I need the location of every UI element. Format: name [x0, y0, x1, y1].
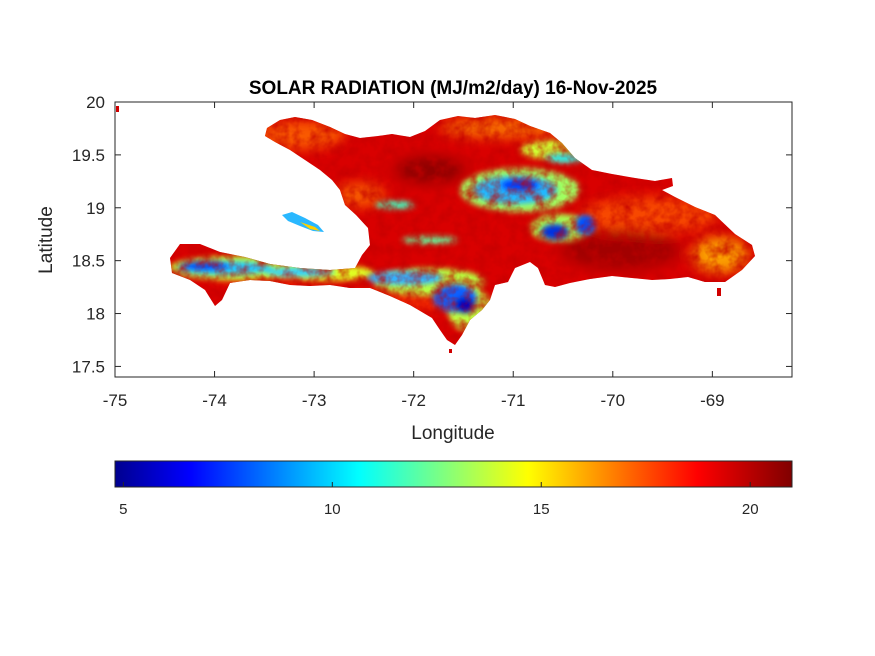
- x-axis-ticks: -75 -74 -73 -72 -71 -70 -69: [103, 102, 725, 410]
- y-tick-label: 18: [86, 305, 105, 324]
- colorbar-tick-label: 5: [119, 501, 127, 518]
- y-tick-label: 17.5: [72, 357, 105, 376]
- x-tick-label: -70: [601, 391, 626, 410]
- x-tick-label: -75: [103, 391, 128, 410]
- x-tick-label: -71: [501, 391, 526, 410]
- colorbar: [114, 460, 793, 488]
- x-axis-title: Longitude: [411, 423, 494, 444]
- islet-beata: [449, 349, 452, 353]
- colorbar-ticks: 5 10 15 20: [119, 482, 759, 518]
- x-tick-label: -73: [302, 391, 327, 410]
- chart-title: SOLAR RADIATION (MJ/m2/day) 16-Nov-2025: [249, 78, 658, 99]
- colorbar-tick-label: 20: [742, 501, 759, 518]
- y-tick-label: 19.5: [72, 146, 105, 165]
- x-tick-label: -69: [700, 391, 725, 410]
- y-tick-label: 18.5: [72, 252, 105, 271]
- x-tick-label: -74: [202, 391, 227, 410]
- islet-saona: [717, 288, 721, 296]
- colorbar-tick-label: 10: [324, 501, 341, 518]
- y-axis-ticks: 17.5 18 18.5 19 19.5 20: [72, 93, 792, 376]
- colorbar-tick-label: 15: [533, 501, 550, 518]
- y-axis-title: Latitude: [36, 206, 57, 274]
- y-tick-label: 19: [86, 199, 105, 218]
- x-tick-label: -72: [401, 391, 426, 410]
- y-tick-label: 20: [86, 93, 105, 112]
- islet-tortue: [116, 106, 119, 112]
